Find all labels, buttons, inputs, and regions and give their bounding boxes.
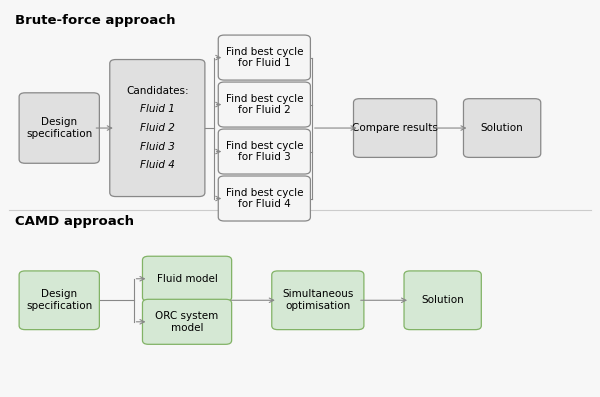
Text: Find best cycle
for Fluid 4: Find best cycle for Fluid 4 — [226, 188, 303, 209]
FancyBboxPatch shape — [218, 129, 310, 174]
Text: Design
specification: Design specification — [26, 117, 92, 139]
FancyBboxPatch shape — [110, 60, 205, 197]
Text: Simultaneous
optimisation: Simultaneous optimisation — [282, 289, 353, 311]
FancyBboxPatch shape — [272, 271, 364, 330]
Text: Solution: Solution — [421, 295, 464, 305]
FancyBboxPatch shape — [218, 35, 310, 80]
Text: Find best cycle
for Fluid 2: Find best cycle for Fluid 2 — [226, 94, 303, 116]
Text: Fluid model: Fluid model — [157, 274, 217, 284]
Text: CAMD approach: CAMD approach — [14, 216, 134, 229]
FancyBboxPatch shape — [142, 256, 232, 301]
Text: Fluid 2: Fluid 2 — [140, 123, 175, 133]
Text: Find best cycle
for Fluid 3: Find best cycle for Fluid 3 — [226, 141, 303, 162]
FancyBboxPatch shape — [404, 271, 481, 330]
FancyBboxPatch shape — [463, 99, 541, 157]
Text: ORC system
model: ORC system model — [155, 311, 218, 333]
FancyBboxPatch shape — [218, 82, 310, 127]
FancyBboxPatch shape — [353, 99, 437, 157]
FancyBboxPatch shape — [142, 299, 232, 344]
FancyBboxPatch shape — [19, 93, 100, 163]
Text: Brute-force approach: Brute-force approach — [14, 14, 175, 27]
Text: Solution: Solution — [481, 123, 523, 133]
Text: Fluid 4: Fluid 4 — [140, 160, 175, 170]
Text: Fluid 3: Fluid 3 — [140, 142, 175, 152]
Text: Compare results: Compare results — [352, 123, 438, 133]
Text: Design
specification: Design specification — [26, 289, 92, 311]
Text: Find best cycle
for Fluid 1: Find best cycle for Fluid 1 — [226, 47, 303, 68]
Text: Fluid 1: Fluid 1 — [140, 104, 175, 114]
FancyBboxPatch shape — [218, 176, 310, 221]
FancyBboxPatch shape — [19, 271, 100, 330]
Text: Candidates:: Candidates: — [126, 86, 188, 96]
